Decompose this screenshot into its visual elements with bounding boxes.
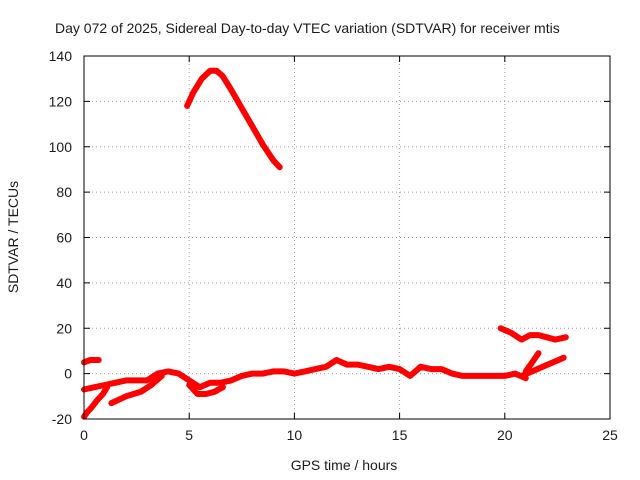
x-tick-label: 20 (497, 427, 513, 443)
y-tick-label: 60 (56, 230, 72, 246)
y-tick-label: 100 (49, 139, 73, 155)
x-tick-label: 25 (602, 427, 618, 443)
axis-layer: 0 5 10 15 20 25 -20 0 20 40 60 80 100 120 140 (49, 48, 618, 443)
y-tick-label: 0 (64, 366, 72, 382)
series-arc-late-low (518, 354, 567, 379)
series-arc-start (81, 384, 111, 420)
y-tick-label: 80 (56, 184, 72, 200)
x-tick-label: 5 (185, 427, 193, 443)
series-arc-start-upper (81, 357, 102, 366)
y-tick-label: 40 (56, 275, 72, 291)
series-arc-mid (108, 372, 165, 407)
y-tick-label: -20 (52, 411, 72, 427)
series-arc-low-dip (186, 382, 226, 397)
x-axis-label: GPS time / hours (291, 457, 398, 473)
y-tick-label: 20 (56, 320, 72, 336)
x-tick-label: 15 (392, 427, 408, 443)
x-tick-label: 10 (287, 427, 303, 443)
grid-layer (84, 56, 610, 419)
series-arc-main (81, 357, 529, 393)
x-tick-label: 0 (80, 427, 88, 443)
series-arc-late-high (497, 325, 569, 343)
y-tick-label: 140 (49, 48, 73, 64)
series-layer (81, 67, 569, 420)
y-tick-label: 120 (49, 93, 73, 109)
y-axis-label: SDTVAR / TECUs (5, 181, 21, 293)
chart-title: Day 072 of 2025, Sidereal Day-to-day VTE… (55, 20, 560, 36)
series-arc-high (184, 67, 283, 171)
series-arc-late-spike (522, 350, 542, 375)
